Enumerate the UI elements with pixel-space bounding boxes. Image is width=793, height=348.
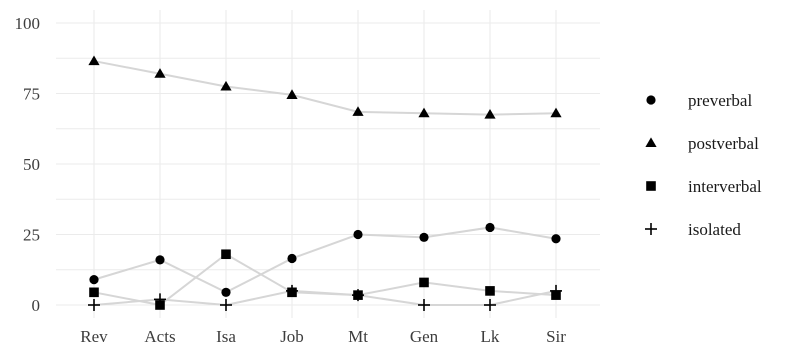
legend-key-square-icon: [646, 181, 656, 191]
y-tick-label: 75: [23, 85, 40, 104]
data-point-preverbal: [485, 222, 495, 233]
legend-key-circle-icon: [646, 95, 656, 105]
data-point-isolated: [352, 289, 364, 302]
data-point-preverbal: [419, 232, 429, 242]
legend-label: interverbal: [688, 177, 762, 196]
data-point-preverbal: [551, 234, 561, 244]
series-lines: [93, 60, 557, 307]
data-point-preverbal: [155, 255, 165, 265]
series-line-postverbal: [93, 60, 557, 116]
x-axis: Rev Acts Isa Job Mt Gen Lk Sir: [80, 327, 566, 346]
data-point-preverbal: [287, 253, 297, 264]
x-tick-label: Gen: [410, 327, 439, 346]
legend-item-preverbal: preverbal: [646, 91, 752, 110]
y-tick-label: 100: [15, 14, 41, 33]
data-point-isolated: [550, 284, 562, 297]
data-point-postverbal: [88, 55, 100, 66]
data-point-postverbal: [286, 89, 298, 99]
legend-item-postverbal: postverbal: [645, 134, 759, 153]
data-points: [88, 55, 562, 311]
grid: [56, 10, 600, 318]
x-tick-label: Job: [280, 327, 304, 346]
y-tick-label: 50: [23, 155, 40, 174]
data-point-postverbal: [550, 107, 562, 118]
data-point-postverbal: [352, 106, 364, 116]
data-point-preverbal: [89, 275, 99, 285]
legend-label: postverbal: [688, 134, 759, 153]
y-tick-label: 0: [32, 296, 41, 315]
legend-label: preverbal: [688, 91, 752, 110]
data-point-preverbal: [221, 287, 231, 297]
data-point-postverbal: [484, 109, 496, 119]
data-point-isolated: [484, 299, 496, 311]
legend-key-triangle-icon: [645, 137, 657, 148]
data-point-postverbal: [418, 107, 430, 118]
series-line-isolated: [93, 289, 557, 307]
y-tick-label: 25: [23, 226, 40, 245]
data-point-isolated: [154, 293, 166, 306]
x-tick-label: Mt: [348, 327, 368, 346]
data-point-interverbal: [89, 287, 99, 298]
x-tick-label: Sir: [546, 327, 566, 346]
legend-label: isolated: [688, 220, 741, 239]
x-tick-label: Isa: [216, 327, 236, 346]
x-tick-label: Rev: [80, 327, 108, 346]
y-axis: 0 25 50 75 100: [15, 14, 41, 315]
data-point-postverbal: [154, 68, 166, 78]
data-point-postverbal: [220, 80, 232, 91]
data-point-isolated: [220, 299, 232, 311]
legend-item-interverbal: interverbal: [646, 177, 762, 196]
x-tick-label: Lk: [481, 327, 500, 346]
data-point-interverbal: [419, 277, 429, 288]
legend: preverbal postverbal interverbal isolated: [645, 91, 762, 239]
legend-item-isolated: isolated: [645, 220, 741, 239]
data-point-interverbal: [485, 286, 495, 296]
data-point-isolated: [418, 299, 430, 311]
data-point-preverbal: [353, 229, 363, 240]
data-point-isolated: [88, 299, 100, 311]
data-point-interverbal: [221, 249, 231, 260]
series-line-preverbal: [93, 226, 557, 294]
data-point-isolated: [286, 284, 298, 297]
x-tick-label: Acts: [144, 327, 175, 346]
legend-key-plus-icon: [645, 223, 657, 235]
